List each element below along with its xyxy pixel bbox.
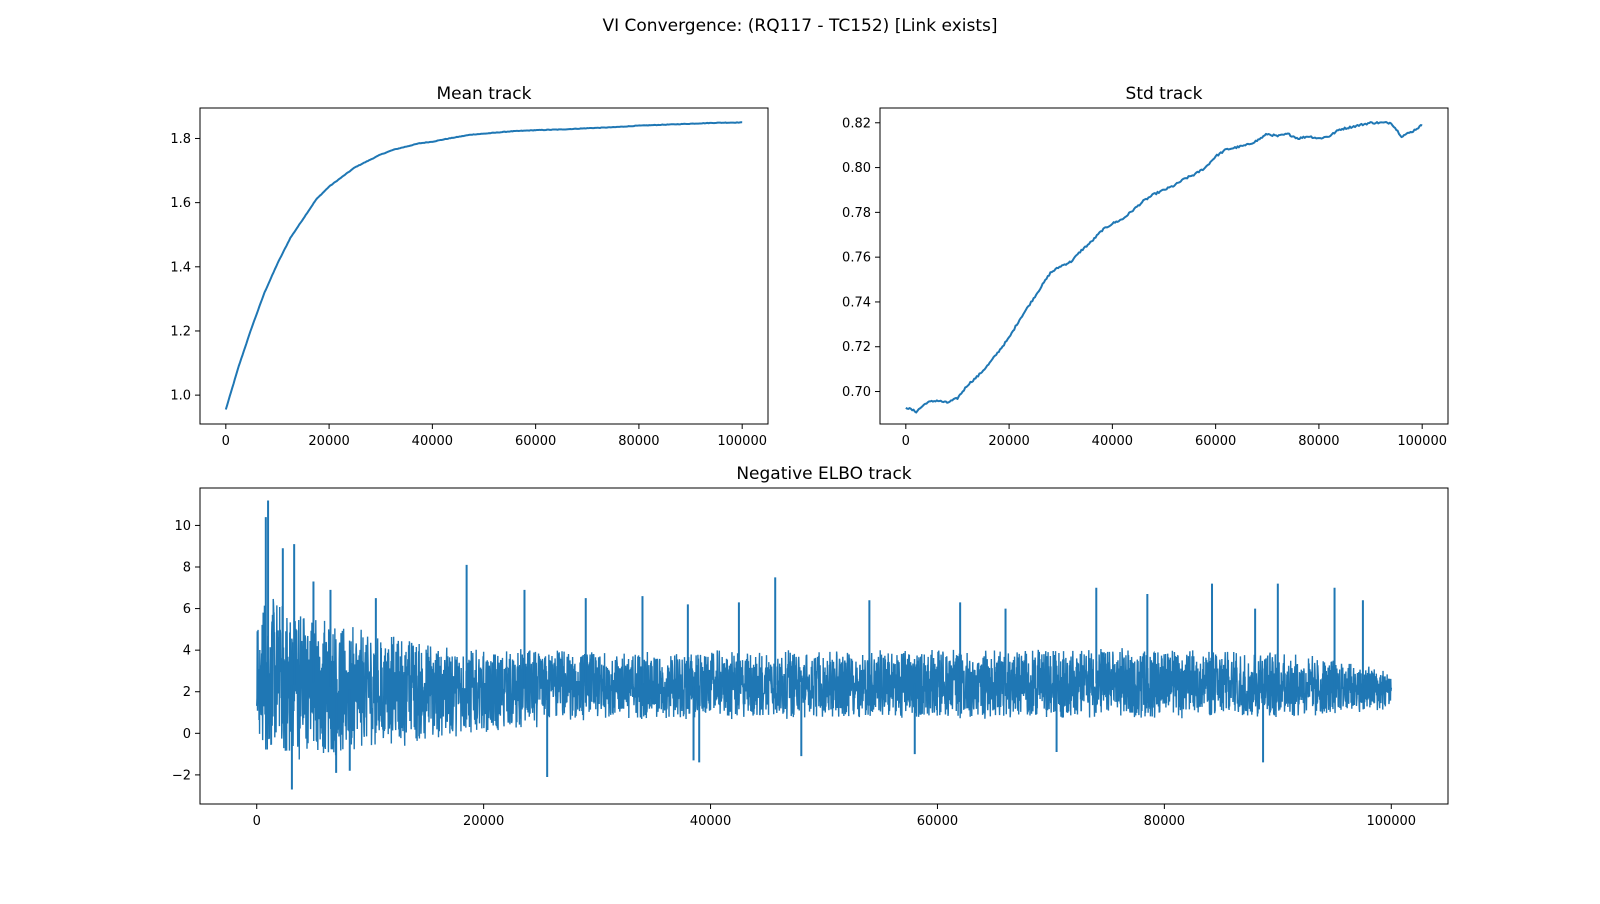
elbo-xtick-label: 20000 — [463, 814, 504, 829]
mean-series-line — [224, 121, 743, 410]
panel-mean-track: Mean track 0 20000 40000 60000 80000 100000 1.0… — [170, 84, 769, 449]
elbo-xtick-label: 40000 — [690, 814, 731, 829]
std-ytick-label: 0.76 — [842, 251, 871, 266]
std-series-line — [905, 121, 1423, 414]
std-xtick-label: 0 — [902, 434, 910, 449]
elbo-title: Negative ELBO track — [736, 464, 911, 484]
mean-xtick-label: 60000 — [515, 434, 556, 449]
elbo-ytick-label: 6 — [183, 602, 191, 617]
elbo-ytick-label: −2 — [172, 768, 191, 783]
panel-std-track: Std track 0 20000 40000 60000 80000 100000 0.70… — [842, 84, 1449, 449]
std-ytick-label: 0.78 — [842, 206, 871, 221]
std-xtick-label: 80000 — [1298, 434, 1339, 449]
std-title: Std track — [1126, 84, 1203, 104]
elbo-ytick-label: 2 — [183, 685, 191, 700]
figure-suptitle: VI Convergence: (RQ117 - TC152) [Link ex… — [602, 16, 997, 36]
std-xtick-label: 20000 — [988, 434, 1029, 449]
elbo-xtick-label: 80000 — [1144, 814, 1185, 829]
elbo-xtick-label: 100000 — [1366, 814, 1416, 829]
std-xtick-label: 100000 — [1397, 434, 1447, 449]
mean-axes-frame — [199, 107, 769, 425]
mean-ytick-label: 1.0 — [170, 389, 191, 404]
elbo-xtick-label: 0 — [253, 814, 261, 829]
std-ytick-label: 0.70 — [842, 385, 871, 400]
std-ytick-label: 0.82 — [842, 116, 871, 131]
mean-xtick-label: 40000 — [412, 434, 453, 449]
elbo-axes-frame — [199, 487, 1449, 805]
std-ytick-label: 0.80 — [842, 161, 871, 176]
elbo-ytick-label: 4 — [183, 644, 191, 659]
mean-ytick-label: 1.6 — [170, 196, 191, 211]
elbo-series-line — [256, 598, 1393, 760]
std-ytick-label: 0.74 — [842, 295, 871, 310]
std-xtick-label: 60000 — [1195, 434, 1236, 449]
std-ytick-label: 0.72 — [842, 340, 871, 355]
elbo-ytick-label: 0 — [183, 727, 191, 742]
mean-ytick-label: 1.8 — [170, 132, 191, 147]
elbo-ytick-label: 8 — [183, 561, 191, 576]
mean-ytick-label: 1.4 — [170, 260, 191, 275]
elbo-xtick-label: 60000 — [917, 814, 958, 829]
mean-xtick-label: 0 — [222, 434, 230, 449]
std-xtick-label: 40000 — [1092, 434, 1133, 449]
mean-xtick-label: 80000 — [618, 434, 659, 449]
mean-xtick-label: 20000 — [308, 434, 349, 449]
mean-title: Mean track — [437, 84, 532, 104]
panel-negative-elbo-track: Negative ELBO track 0 20000 40000 60000 80000… — [172, 464, 1449, 829]
elbo-ytick-label: 10 — [174, 519, 191, 534]
std-axes-frame — [879, 107, 1449, 425]
mean-ytick-label: 1.2 — [170, 324, 191, 339]
mean-xtick-label: 100000 — [717, 434, 767, 449]
